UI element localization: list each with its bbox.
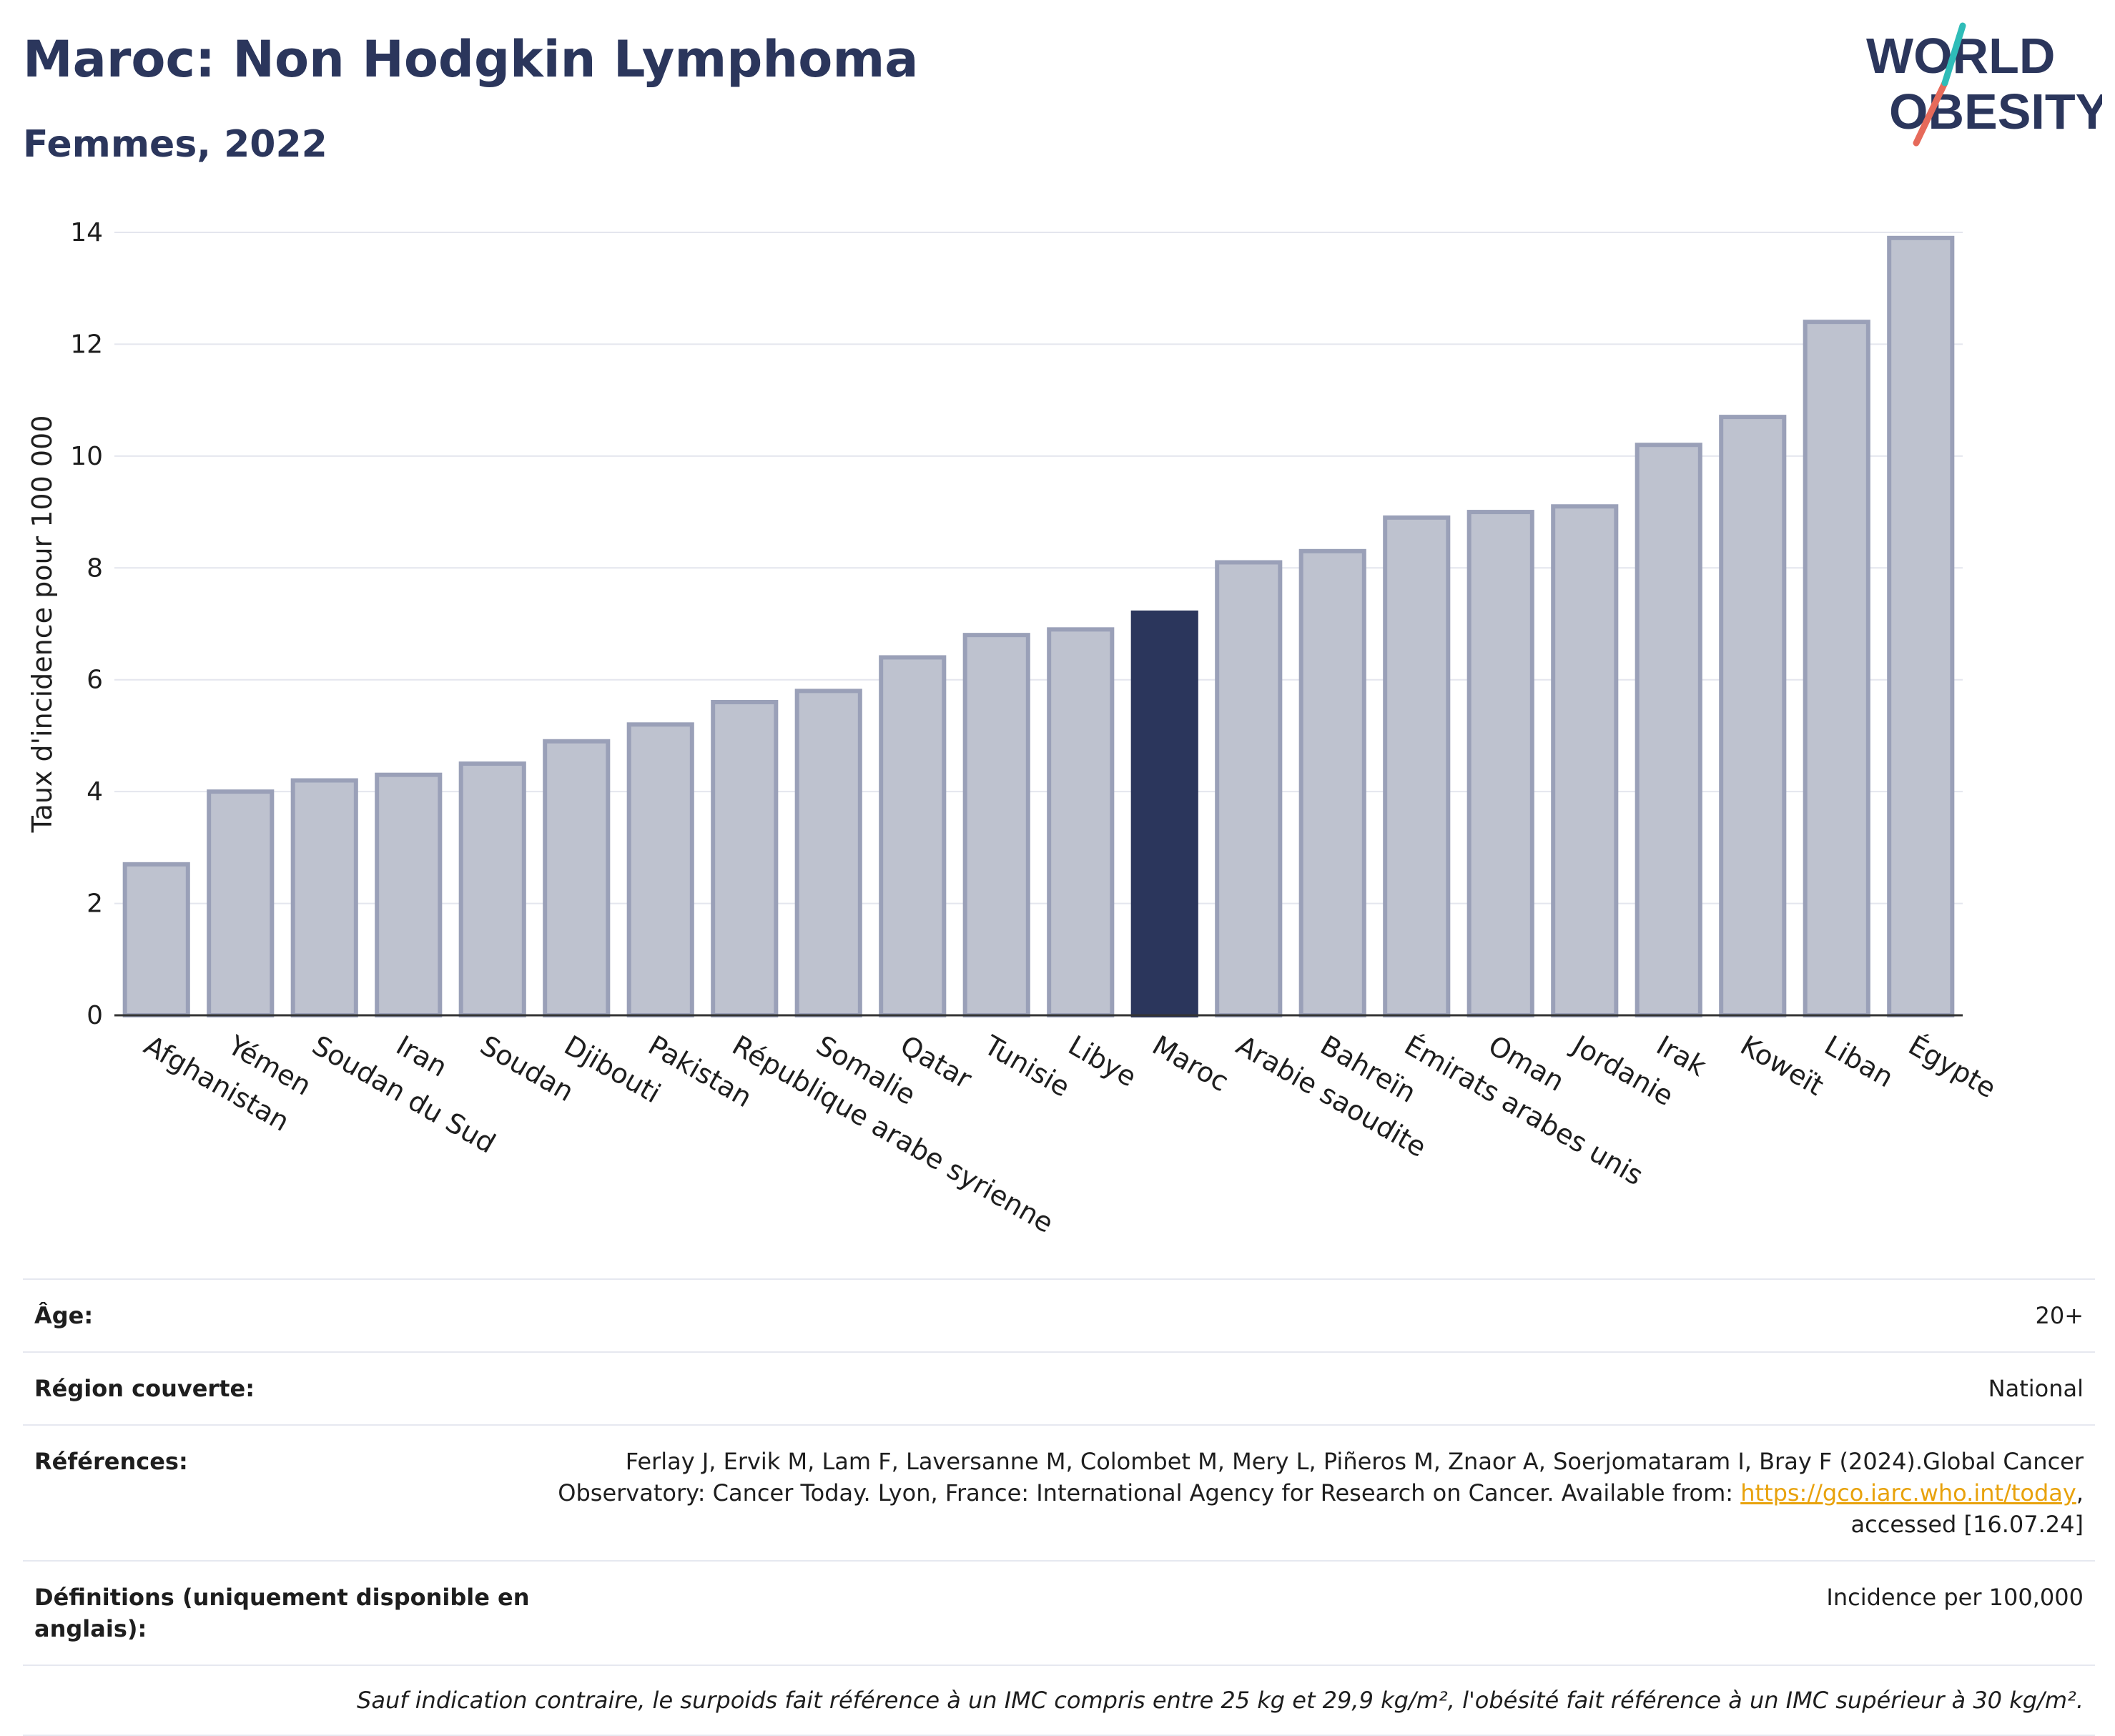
y-tick-label: 8 <box>87 553 103 583</box>
bar-arabie-saoudite <box>1215 560 1283 1017</box>
region-label: Région couverte: <box>34 1375 255 1402</box>
logo-slash-lower <box>1913 79 1948 147</box>
references-value: Ferlay J, Ervik M, Lam F, Laversanne M, … <box>546 1446 2084 1540</box>
bar-republique-arabe-syrienne <box>711 700 779 1017</box>
info-row-definitions: Définitions (uniquement disponible en an… <box>23 1560 2095 1665</box>
x-tick-label: Libye <box>1063 1030 1142 1093</box>
bar-jordanie <box>1551 504 1619 1017</box>
bar-liban <box>1803 320 1870 1017</box>
y-tick-label: 0 <box>87 1001 103 1030</box>
x-tick-label: Égypte <box>1903 1030 2001 1105</box>
info-row-region: Région couverte: National <box>23 1351 2095 1424</box>
bar-bahrein <box>1298 548 1366 1018</box>
bar-irak <box>1635 443 1702 1017</box>
logo-slash-upper <box>1941 22 1966 87</box>
y-tick-label: 12 <box>70 330 103 359</box>
x-tick-label: Soudan <box>475 1030 579 1108</box>
y-tick-label: 6 <box>87 666 103 695</box>
bar-qatar <box>879 655 947 1018</box>
y-axis-label: Taux d'incidence pour 100 000 <box>26 415 58 834</box>
bar-soudan <box>458 761 526 1017</box>
bar-oman <box>1466 510 1534 1018</box>
y-tick-label: 4 <box>87 777 103 807</box>
bar-yemen <box>207 789 275 1018</box>
x-tick-label: Liban <box>1819 1030 1898 1094</box>
age-label: Âge: <box>34 1302 94 1329</box>
bar-somalie <box>794 689 862 1017</box>
world-obesity-logo: WORLD OBESITY <box>1866 22 2102 147</box>
x-tick-label: Koweït <box>1735 1030 1829 1102</box>
bar-egypte <box>1887 235 1955 1018</box>
reference-text: Ferlay J, Ervik M, Lam F, Laversanne M, … <box>558 1448 2084 1506</box>
bar-soudan-du-sud <box>290 778 358 1017</box>
y-tick-label: 10 <box>70 442 103 471</box>
region-value: National <box>1988 1375 2084 1402</box>
definitions-value: Incidence per 100,000 <box>1826 1584 2084 1611</box>
bar-tunisie <box>962 633 1030 1017</box>
info-row-age: Âge: 20+ <box>23 1278 2095 1351</box>
bar-djibouti <box>543 739 611 1017</box>
bar-libye <box>1047 627 1115 1017</box>
bar-iran <box>375 772 443 1018</box>
page-subtitle: Femmes, 2022 <box>23 123 327 166</box>
x-tick-label: Maroc <box>1147 1030 1234 1098</box>
bar-emirats-arabes-unis <box>1383 515 1451 1017</box>
reference-accessed: , accessed [16.07.24] <box>1850 1479 2084 1538</box>
y-tick-label: 2 <box>87 889 103 919</box>
bar-koweit <box>1719 415 1787 1018</box>
age-value: 20+ <box>2035 1302 2084 1329</box>
footnote: Sauf indication contraire, le surpoids f… <box>23 1665 2095 1736</box>
info-table: Âge: 20+ Région couverte: National Référ… <box>23 1278 2095 1736</box>
bar-maroc <box>1130 610 1198 1017</box>
definitions-label: Définitions (uniquement disponible en an… <box>34 1584 530 1642</box>
y-tick-label: 14 <box>70 218 103 247</box>
bars <box>122 235 1955 1018</box>
x-tick-label: Tunisie <box>978 1029 1075 1103</box>
y-tick-labels: 0 2 4 6 8 10 12 14 <box>70 218 103 1030</box>
bar-pakistan <box>626 722 694 1017</box>
reference-link[interactable]: https://gco.iarc.who.int/today <box>1740 1479 2076 1506</box>
bar-afghanistan <box>122 862 190 1017</box>
x-tick-label: Djibouti <box>559 1030 666 1110</box>
info-row-references: Références: Ferlay J, Ervik M, Lam F, La… <box>23 1424 2095 1560</box>
page-title: Maroc: Non Hodgkin Lymphoma <box>23 30 919 89</box>
references-label: Références: <box>34 1448 188 1475</box>
